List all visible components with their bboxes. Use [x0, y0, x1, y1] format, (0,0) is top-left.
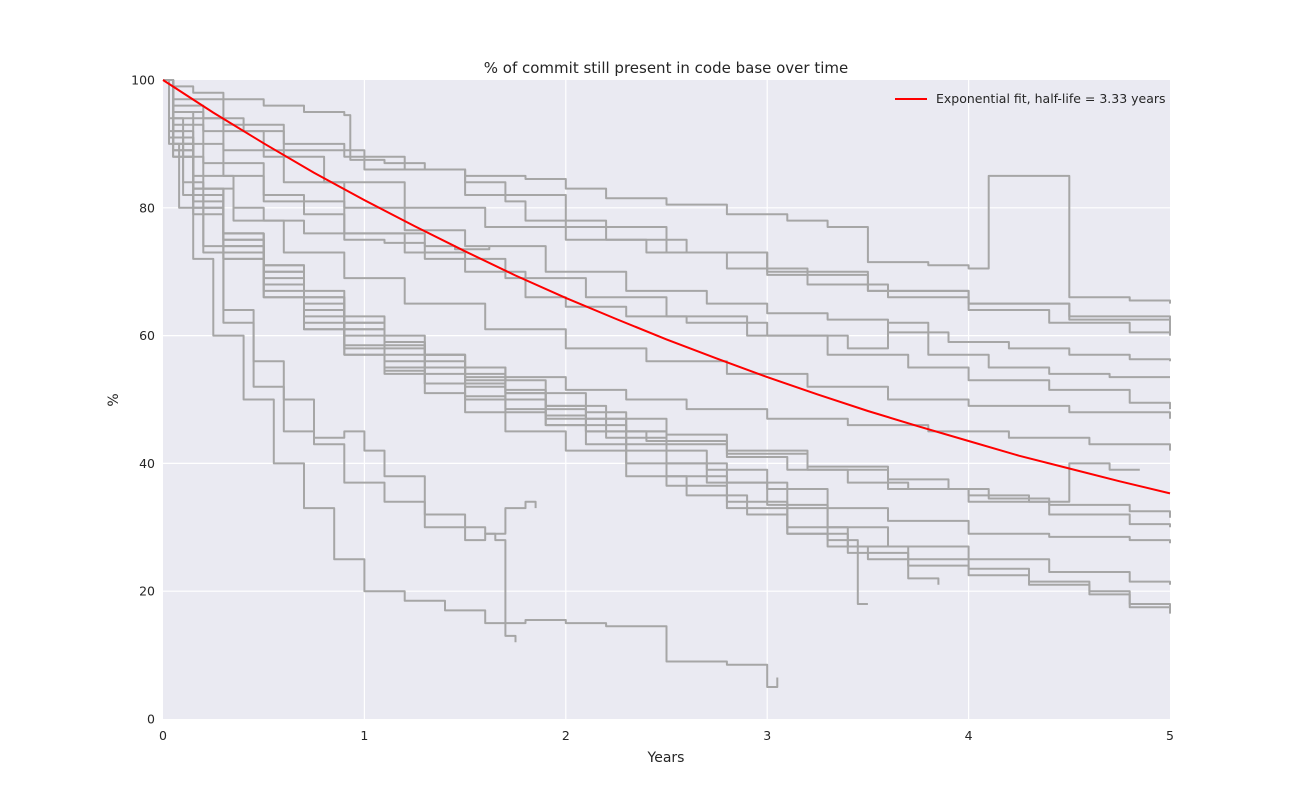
y-tick-label: 0 [147, 712, 155, 727]
cohort-line-16 [163, 79, 779, 688]
x-tick-label: 1 [360, 728, 368, 743]
y-axis: 0 20 40 60 80 100 [131, 73, 155, 727]
y-tick-label: 100 [131, 73, 155, 88]
cohort-line-7 [163, 79, 1171, 410]
cohort-line-4 [163, 79, 1171, 336]
x-axis-label: Years [647, 750, 685, 766]
cohort-line-5 [163, 79, 1171, 362]
cohort-line-6 [163, 79, 1170, 379]
x-axis: 0 1 2 3 4 5 [159, 728, 1174, 743]
cohort-series-group [163, 79, 1171, 688]
fit-series-group [162, 79, 1171, 495]
x-tick-label: 4 [965, 728, 973, 743]
chart-title: % of commit still present in code base o… [484, 59, 848, 77]
y-tick-label: 40 [139, 456, 155, 471]
x-tick-label: 3 [763, 728, 771, 743]
cohort-line-8 [163, 79, 1171, 419]
cohort-line-22 [163, 79, 1140, 503]
legend-label-fit: Exponential fit, half-life = 3.33 years [936, 91, 1166, 106]
y-tick-label: 60 [139, 328, 155, 343]
cohort-line-1 [163, 79, 1171, 304]
y-axis-label: % [106, 393, 122, 406]
legend: Exponential fit, half-life = 3.33 years [895, 91, 1166, 106]
x-tick-label: 0 [159, 728, 167, 743]
cohort-line-19 [163, 79, 940, 585]
x-tick-label: 2 [562, 728, 570, 743]
y-tick-label: 80 [139, 200, 155, 215]
x-tick-label: 5 [1166, 728, 1174, 743]
y-tick-label: 20 [139, 584, 155, 599]
fit-line [162, 79, 1171, 495]
